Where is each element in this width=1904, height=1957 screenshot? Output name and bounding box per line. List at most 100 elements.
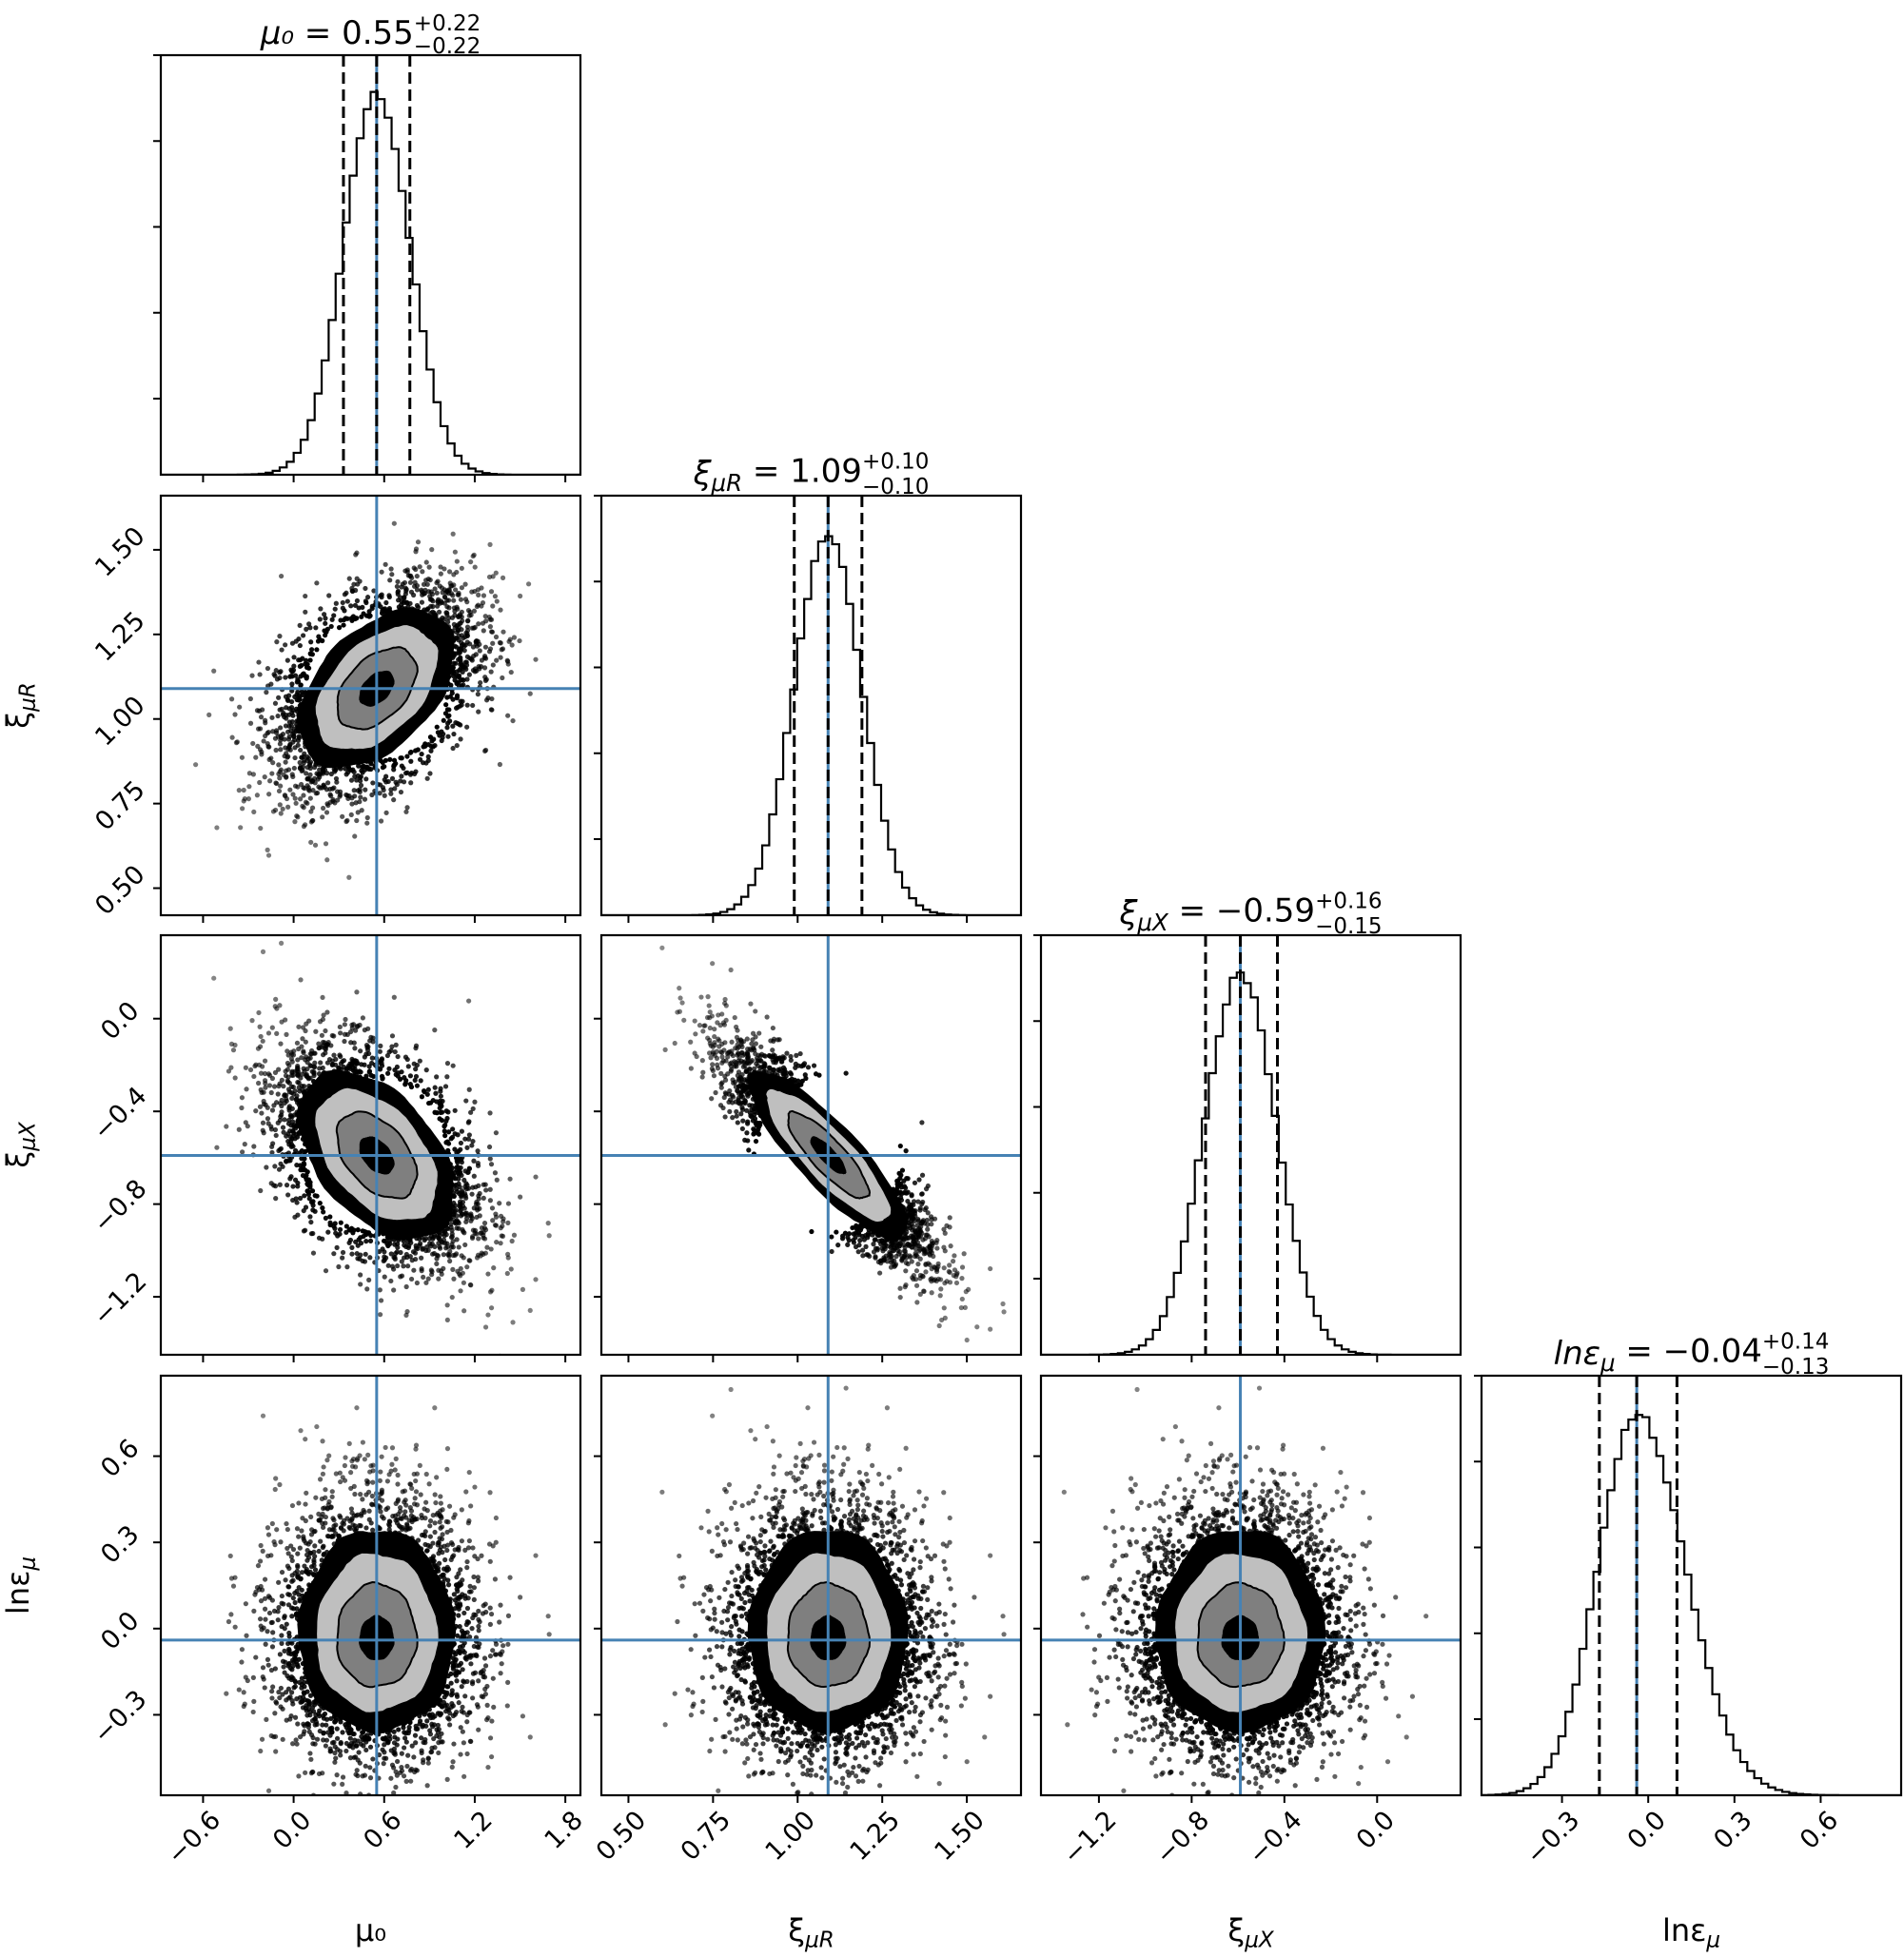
scatter-point	[363, 1239, 369, 1244]
scatter-point	[929, 1217, 934, 1223]
scatter-point	[788, 1057, 794, 1064]
scatter-point	[337, 1052, 343, 1058]
scatter-point	[730, 1094, 736, 1100]
panel-content	[601, 496, 1021, 915]
scatter-point	[308, 1756, 314, 1762]
scatter-point	[296, 1500, 302, 1506]
scatter-point	[475, 1575, 481, 1580]
scatter-point	[368, 761, 374, 767]
scatter-point	[326, 593, 332, 598]
scatter-point	[346, 1240, 352, 1245]
scatter-point	[269, 1144, 275, 1149]
scatter-point	[260, 949, 266, 954]
scatter-point	[455, 720, 461, 726]
scatter-point	[725, 1054, 731, 1060]
scatter-point	[780, 1070, 786, 1077]
scatter-point	[719, 1011, 725, 1017]
scatter-point	[732, 1014, 737, 1021]
panel-title-xi_muR: ξμR = 1.09+0.10	[693, 449, 930, 497]
scatter-point	[289, 1095, 295, 1102]
scatter-point	[487, 1156, 493, 1162]
scatter-point	[484, 1244, 490, 1250]
scatter-point	[401, 1773, 407, 1779]
scatter-point	[407, 1481, 413, 1487]
scatter-point	[260, 1038, 265, 1044]
scatter-point	[745, 1119, 751, 1125]
scatter-point	[392, 1256, 398, 1262]
scatter-point	[344, 1223, 349, 1229]
scatter-point	[464, 633, 470, 638]
scatter-point	[432, 1027, 438, 1033]
scatter-point	[431, 1250, 438, 1257]
scatter-point	[277, 634, 283, 639]
scatter-point	[707, 1015, 713, 1021]
scatter-point	[455, 1633, 461, 1638]
scatter-point	[394, 1064, 400, 1070]
panel-frame	[159, 933, 582, 1357]
scatter-point	[463, 659, 469, 665]
scatter-point	[282, 1093, 287, 1099]
scatter-point	[498, 1225, 503, 1231]
scatter-point	[398, 755, 403, 761]
scatter-point	[442, 1084, 449, 1089]
scatter-point	[259, 1110, 265, 1116]
scatter-point	[340, 1255, 345, 1261]
scatter-point	[441, 717, 446, 723]
scatter-point	[349, 801, 355, 807]
scatter-point	[477, 1190, 482, 1197]
scatter-point	[228, 696, 235, 702]
scatter-point	[320, 1052, 326, 1058]
scatter-point	[469, 1216, 475, 1222]
scatter-point	[425, 1276, 431, 1282]
scatter-point	[354, 616, 360, 621]
scatter-point	[412, 1077, 418, 1084]
scatter-point	[247, 720, 254, 726]
scatter-point	[338, 1220, 344, 1225]
scatter-point	[445, 619, 451, 625]
scatter-point	[736, 1097, 741, 1104]
scatter-point	[473, 641, 480, 647]
scatter-point	[258, 1748, 264, 1754]
scatter-point	[286, 723, 292, 729]
scatter-point	[916, 1177, 922, 1183]
scatter-point	[845, 1235, 851, 1241]
scatter-point	[478, 679, 483, 686]
scatter-point	[518, 1194, 523, 1200]
scatter-point	[278, 1041, 284, 1047]
scatter-point	[813, 1071, 819, 1077]
scatter-point	[717, 1023, 723, 1028]
scatter-point	[291, 655, 297, 660]
scatter-point	[499, 647, 504, 653]
scatter-point	[428, 1233, 435, 1239]
scatter-point	[914, 1300, 920, 1305]
scatter-point	[489, 707, 495, 713]
scatter-point	[340, 599, 345, 606]
scatter-point	[811, 1063, 817, 1068]
scatter-point	[460, 669, 465, 675]
scatter-point	[719, 1054, 725, 1060]
scatter-point	[450, 1759, 456, 1765]
scatter-point	[738, 1050, 745, 1056]
scatter-point	[366, 1508, 372, 1514]
scatter-point	[392, 1048, 398, 1055]
scatter-point	[450, 745, 456, 752]
scatter-point	[358, 1272, 363, 1278]
scatter-point	[489, 1287, 495, 1293]
scatter-point	[404, 805, 410, 811]
scatter-point	[251, 809, 257, 815]
scatter-point	[921, 1288, 927, 1294]
panel-content	[161, 496, 580, 915]
scatter-point	[285, 657, 290, 663]
scatter-point	[470, 1138, 476, 1145]
scatter-point	[268, 1089, 274, 1096]
scatter-point	[466, 998, 472, 1004]
scatter-point	[273, 1100, 280, 1106]
scatter-point	[282, 1648, 287, 1654]
scatter-point	[279, 1019, 285, 1025]
scatter-point	[472, 666, 479, 672]
scatter-point	[727, 1061, 733, 1067]
scatter-point	[505, 713, 511, 718]
scatter-point	[878, 1242, 884, 1247]
scatter-point	[232, 712, 238, 717]
scatter-point	[464, 1565, 470, 1571]
